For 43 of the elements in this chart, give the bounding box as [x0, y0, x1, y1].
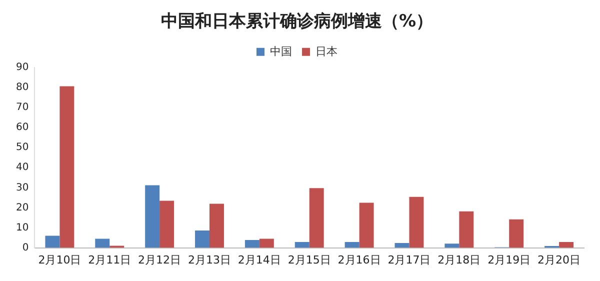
bar [45, 236, 60, 248]
y-tick-label: 60 [16, 122, 29, 134]
x-tick-label: 2月17日 [388, 253, 431, 266]
bar [145, 185, 160, 248]
bar [160, 200, 174, 248]
bar [509, 219, 524, 248]
y-tick-label: 20 [16, 202, 29, 214]
x-tick-label: 2月16日 [338, 253, 381, 266]
bar [459, 211, 474, 248]
legend-label: 中国 [270, 44, 292, 58]
y-tick-label: 0 [22, 242, 29, 254]
y-tick-label: 90 [16, 62, 29, 73]
bar [209, 204, 224, 248]
y-tick-label: 10 [16, 222, 29, 234]
y-tick-label: 70 [16, 102, 29, 114]
bar [344, 242, 360, 248]
x-tick-label: 2月12日 [138, 253, 182, 266]
x-tick-label: 2月10日 [38, 253, 82, 266]
bar [394, 242, 410, 248]
bar [309, 188, 324, 248]
bar [60, 86, 74, 248]
x-tick-label: 2月18日 [438, 253, 481, 266]
bar [259, 238, 274, 248]
x-tick-label: 2月11日 [88, 253, 132, 266]
chart-title: 中国和日本累计确诊病例增速（%） [160, 12, 434, 32]
x-tick-label: 2月15日 [288, 253, 331, 266]
y-tick-label: 80 [16, 82, 29, 94]
bar [409, 196, 424, 248]
bar [444, 244, 460, 248]
x-tick-label: 2月20日 [538, 253, 581, 266]
x-tick-label: 2月19日 [488, 253, 531, 266]
y-tick-label: 50 [16, 142, 29, 154]
x-tick-label: 2月13日 [188, 253, 231, 266]
x-tick-label: 2月14日 [238, 253, 281, 266]
legend-label: 日本 [316, 44, 338, 58]
y-tick-label: 30 [16, 182, 29, 194]
bar [559, 242, 574, 248]
bar [195, 230, 210, 248]
bar [359, 202, 374, 248]
bar [244, 240, 260, 248]
y-tick-label: 40 [16, 162, 29, 174]
bar [95, 238, 110, 248]
bar [294, 242, 310, 248]
